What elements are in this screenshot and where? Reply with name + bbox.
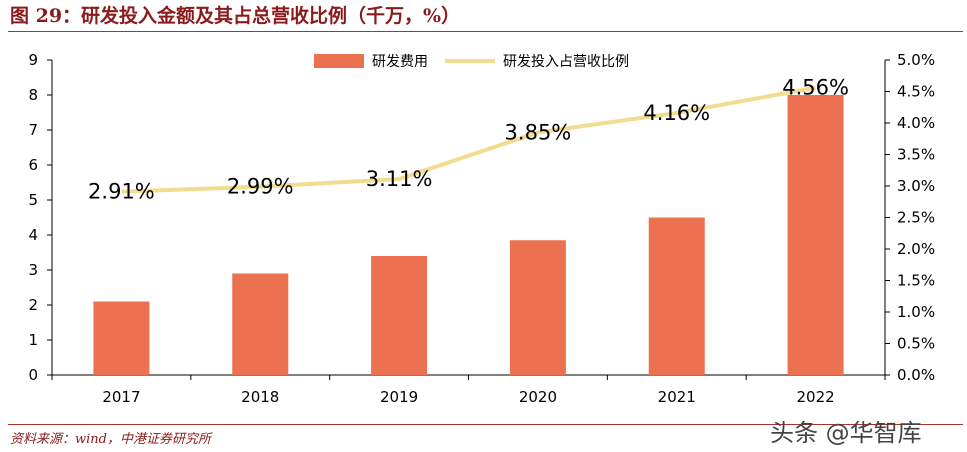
data-label: 2.99% xyxy=(227,175,294,199)
y-right-tick-label: 3.0% xyxy=(897,177,935,195)
watermark: 头条 @华智库 xyxy=(770,419,922,447)
line-series xyxy=(121,85,816,194)
bar xyxy=(93,301,150,375)
y-right-tick-label: 0.5% xyxy=(897,335,935,353)
y-left-tick-label: 9 xyxy=(28,51,38,69)
legend-swatch-bar xyxy=(314,54,364,68)
x-tick-label: 2019 xyxy=(380,388,418,406)
data-label: 2.91% xyxy=(88,180,155,204)
y-left-tick-label: 1 xyxy=(28,331,38,349)
y-left-tick-label: 8 xyxy=(28,86,38,104)
bar xyxy=(371,256,428,375)
y-right-tick-label: 1.0% xyxy=(897,303,935,321)
data-label: 4.16% xyxy=(643,101,710,125)
data-label: 3.11% xyxy=(366,167,433,191)
chart-title: 图 29：研发投入金额及其占总营收比例（千万，%） xyxy=(10,5,461,27)
y-left-tick-label: 6 xyxy=(28,156,38,174)
y-right-tick-label: 2.0% xyxy=(897,240,935,258)
source-rule xyxy=(8,424,963,425)
y-right-tick-label: 4.0% xyxy=(897,114,935,132)
x-tick-label: 2021 xyxy=(658,388,696,406)
legend-label-bar: 研发费用 xyxy=(372,54,428,70)
y-right-tick-label: 3.5% xyxy=(897,146,935,164)
y-right-tick-label: 0.0% xyxy=(897,366,935,384)
y-left-tick-label: 7 xyxy=(28,121,38,139)
y-left-tick-label: 3 xyxy=(28,261,38,279)
y-left-tick-label: 5 xyxy=(28,191,38,209)
data-label: 4.56% xyxy=(782,76,849,100)
x-tick-label: 2020 xyxy=(519,388,557,406)
x-tick-label: 2022 xyxy=(796,388,834,406)
y-right-tick-label: 1.5% xyxy=(897,272,935,290)
y-right-tick-label: 4.5% xyxy=(897,83,935,101)
bar xyxy=(787,95,844,375)
source-note: 资料来源：wind，中港证券研究所 xyxy=(10,432,211,447)
y-left-tick-label: 4 xyxy=(28,226,38,244)
x-tick-label: 2018 xyxy=(241,388,279,406)
title-rule xyxy=(8,31,963,32)
y-left-tick-label: 0 xyxy=(28,366,38,384)
bar xyxy=(648,217,705,375)
x-tick-label: 2017 xyxy=(102,388,140,406)
y-right-tick-label: 5.0% xyxy=(897,51,935,69)
legend-label-line: 研发投入占营收比例 xyxy=(503,54,629,70)
bar xyxy=(509,240,566,375)
y-right-tick-label: 2.5% xyxy=(897,209,935,227)
y-left-tick-label: 2 xyxy=(28,296,38,314)
bar xyxy=(232,273,289,375)
data-label: 3.85% xyxy=(505,120,572,144)
